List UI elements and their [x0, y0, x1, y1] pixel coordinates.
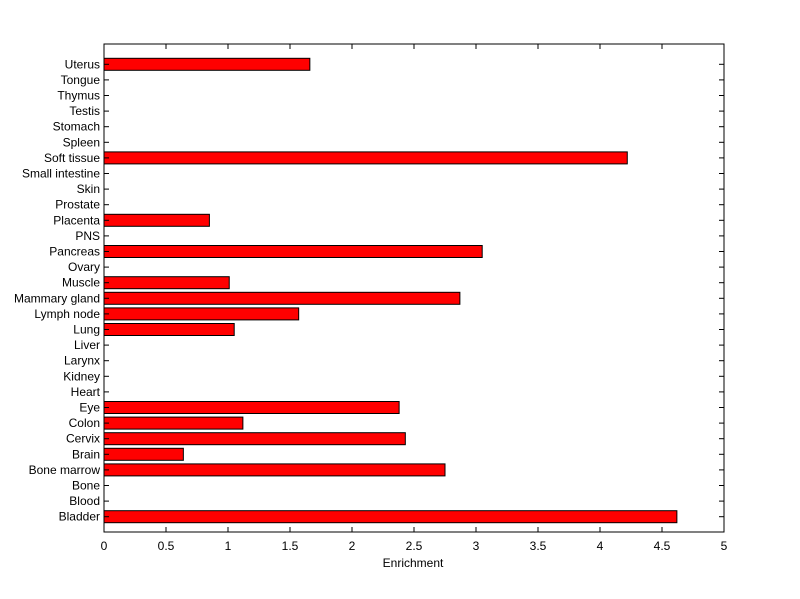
y-tick-label-skin: Skin	[77, 182, 100, 196]
bar-colon	[103, 416, 244, 430]
bar-muscle	[103, 276, 230, 290]
x-tick-label-9: 4.5	[654, 539, 671, 553]
y-tick-label-brain: Brain	[72, 447, 100, 461]
y-tick-label-colon: Colon	[69, 416, 100, 430]
y-tick-label-small-intestine: Small intestine	[22, 167, 100, 181]
bar-bladder	[103, 510, 678, 524]
y-tick-label-uterus: Uterus	[65, 57, 100, 71]
y-tick-label-pns: PNS	[75, 229, 100, 243]
bar-cervix	[103, 432, 406, 446]
x-tick-label-8: 4	[597, 539, 604, 553]
y-tick-label-cervix: Cervix	[66, 432, 100, 446]
bar-lung	[103, 323, 235, 336]
y-tick-label-stomach: Stomach	[53, 120, 100, 134]
y-tick-label-testis: Testis	[69, 104, 100, 118]
bar-soft-tissue	[103, 151, 628, 165]
bar-bone-marrow	[103, 463, 446, 477]
y-tick-label-heart: Heart	[71, 385, 101, 399]
y-tick-label-bone: Bone	[72, 479, 100, 493]
x-tick-label-4: 2	[349, 539, 356, 553]
bar-uterus	[103, 57, 311, 71]
y-tick-label-muscle: Muscle	[62, 276, 100, 290]
bar-eye	[103, 401, 400, 414]
bar-brain	[103, 447, 184, 461]
y-tick-label-mammary-gland: Mammary gland	[14, 291, 100, 305]
y-tick-label-larynx: Larynx	[64, 354, 100, 368]
x-tick-label-0: 0	[101, 539, 108, 553]
y-tick-label-kidney: Kidney	[63, 369, 100, 383]
y-tick-label-soft-tissue: Soft tissue	[44, 151, 100, 165]
x-tick-label-2: 1	[225, 539, 232, 553]
y-tick-label-ovary: Ovary	[68, 260, 100, 274]
y-tick-label-liver: Liver	[74, 338, 100, 352]
y-tick-label-pancreas: Pancreas	[49, 245, 100, 259]
y-tick-label-thymus: Thymus	[57, 89, 100, 103]
y-tick-label-spleen: Spleen	[63, 135, 100, 149]
x-ticks-group: 0 0.5 1 1.5 2 2.5 3 3.5 4 4.5 5	[101, 44, 728, 553]
bar-mammary-gland	[103, 291, 461, 305]
y-tick-label-lung: Lung	[73, 323, 100, 337]
x-tick-label-10: 5	[721, 539, 728, 553]
y-tick-label-prostate: Prostate	[55, 198, 100, 212]
x-tick-label-3: 1.5	[282, 539, 299, 553]
x-axis-label: Enrichment	[383, 556, 444, 570]
y-tick-label-eye: Eye	[79, 401, 100, 415]
bar-pancreas	[103, 245, 483, 258]
y-tick-label-placenta: Placenta	[53, 213, 100, 227]
y-tick-label-tongue: Tongue	[61, 73, 101, 87]
bar-placenta	[103, 213, 210, 227]
bar-lymph-node	[103, 307, 300, 321]
y-tick-label-blood: Blood	[69, 494, 100, 508]
x-tick-label-6: 3	[473, 539, 480, 553]
x-tick-label-7: 3.5	[530, 539, 547, 553]
y-tick-label-lymph-node: Lymph node	[34, 307, 100, 321]
y-tick-label-bladder: Bladder	[59, 510, 100, 524]
y-tick-label-bone-marrow: Bone marrow	[29, 463, 101, 477]
x-tick-label-5: 2.5	[406, 539, 423, 553]
x-tick-label-1: 0.5	[158, 539, 175, 553]
